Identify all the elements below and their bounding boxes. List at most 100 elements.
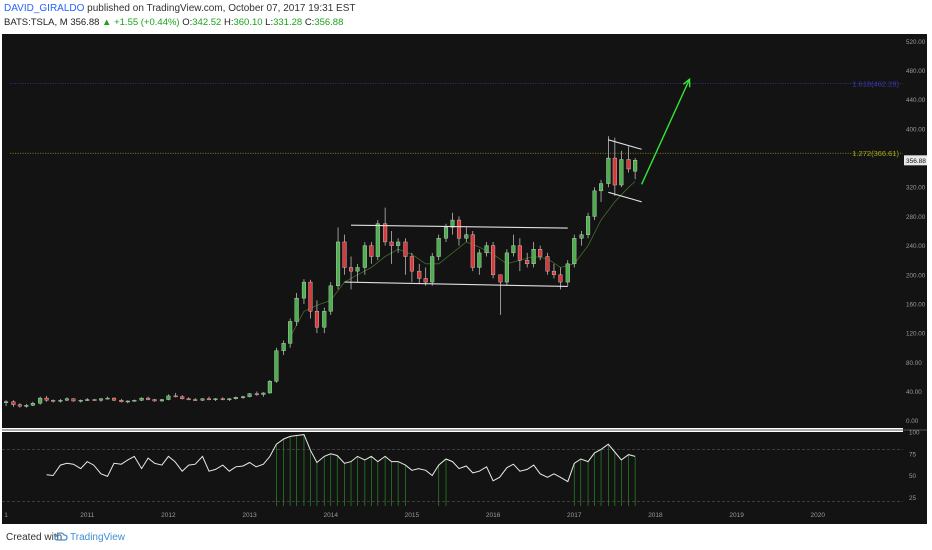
candle[interactable] <box>17 404 22 407</box>
candle[interactable] <box>44 397 49 401</box>
candle[interactable] <box>173 395 178 398</box>
candle[interactable] <box>241 396 246 398</box>
candle[interactable] <box>159 399 164 402</box>
candle[interactable] <box>98 398 104 401</box>
candle[interactable] <box>592 190 597 217</box>
candle[interactable] <box>288 321 293 344</box>
trendline-range-bottom[interactable] <box>344 281 568 288</box>
candle[interactable] <box>619 159 624 186</box>
candle[interactable] <box>477 252 482 268</box>
candle[interactable] <box>220 398 225 400</box>
symbol-name[interactable]: BATS:TSLA, M <box>4 17 68 28</box>
candle[interactable] <box>633 160 638 172</box>
candle[interactable] <box>132 400 137 402</box>
candle[interactable] <box>417 270 422 279</box>
candle[interactable] <box>139 397 144 401</box>
candle[interactable] <box>558 274 563 283</box>
candle[interactable] <box>436 238 441 257</box>
candle[interactable] <box>572 238 577 265</box>
candle[interactable] <box>531 249 536 265</box>
candle[interactable] <box>322 311 327 328</box>
candle[interactable] <box>152 399 157 402</box>
candle[interactable] <box>105 397 110 400</box>
candle[interactable] <box>375 223 380 257</box>
candle[interactable] <box>612 157 617 186</box>
candle[interactable] <box>606 157 611 184</box>
candle[interactable] <box>396 241 401 246</box>
candle[interactable] <box>430 256 435 283</box>
candle[interactable] <box>4 401 9 403</box>
candle[interactable] <box>301 281 306 299</box>
candle[interactable] <box>626 159 631 170</box>
candle[interactable] <box>11 401 16 405</box>
candle[interactable] <box>491 245 496 275</box>
candle[interactable] <box>227 398 232 400</box>
candle[interactable] <box>267 381 272 394</box>
time-axis[interactable] <box>2 506 927 524</box>
candle[interactable] <box>78 400 83 402</box>
candle[interactable] <box>538 249 543 257</box>
oscillator-line[interactable] <box>46 434 636 483</box>
candle[interactable] <box>180 396 185 399</box>
candle[interactable] <box>166 395 171 400</box>
candle[interactable] <box>511 245 516 254</box>
candle[interactable] <box>254 393 259 395</box>
candle[interactable] <box>328 285 333 312</box>
candle[interactable] <box>599 183 604 192</box>
candle[interactable] <box>64 398 69 401</box>
price-axis[interactable] <box>903 34 927 506</box>
candle[interactable] <box>579 234 584 239</box>
candle[interactable] <box>443 227 449 239</box>
candle[interactable] <box>551 270 556 275</box>
candle[interactable] <box>314 311 319 328</box>
candle[interactable] <box>51 400 56 402</box>
candle[interactable] <box>38 397 43 404</box>
candle[interactable] <box>274 350 279 382</box>
candle[interactable] <box>58 400 63 402</box>
candle[interactable] <box>186 398 191 400</box>
candle[interactable] <box>233 397 238 399</box>
candle[interactable] <box>71 398 76 402</box>
candle[interactable] <box>369 245 374 257</box>
candle[interactable] <box>470 234 475 268</box>
candle[interactable] <box>403 241 408 257</box>
candle[interactable] <box>85 399 90 401</box>
tradingview-brand[interactable]: TradingView <box>70 532 126 543</box>
candle[interactable] <box>146 397 151 400</box>
candle[interactable] <box>355 267 360 272</box>
candle[interactable] <box>450 219 455 228</box>
candle[interactable] <box>349 267 354 272</box>
trendline-flag-bottom[interactable] <box>608 191 642 203</box>
candle[interactable] <box>30 403 35 406</box>
author-link[interactable]: DAVID_GIRALDO <box>4 3 85 14</box>
candle[interactable] <box>193 399 198 401</box>
candle[interactable] <box>498 274 503 283</box>
candle[interactable] <box>308 281 313 312</box>
candle[interactable] <box>389 241 394 246</box>
candle[interactable] <box>525 260 530 265</box>
candle[interactable] <box>213 398 218 400</box>
candle[interactable] <box>206 398 212 400</box>
trendline-flag-top[interactable] <box>608 139 642 150</box>
candle[interactable] <box>336 241 341 286</box>
candle[interactable] <box>24 405 29 407</box>
candle[interactable] <box>484 245 489 254</box>
candle[interactable] <box>504 252 509 283</box>
candle[interactable] <box>409 256 414 272</box>
candle[interactable] <box>92 399 97 401</box>
candle[interactable] <box>247 393 252 397</box>
candle[interactable] <box>545 256 550 272</box>
candle[interactable] <box>586 216 591 235</box>
chart-area[interactable]: 520.00480.00440.00400.00360.00320.00280.… <box>0 32 932 526</box>
candle[interactable] <box>565 263 570 283</box>
candle[interactable] <box>125 400 130 403</box>
candle[interactable] <box>456 219 462 239</box>
trendline-range-top[interactable] <box>351 224 568 229</box>
candle[interactable] <box>294 297 299 322</box>
candle[interactable] <box>383 223 388 243</box>
projection-arrow[interactable] <box>640 78 691 185</box>
candle[interactable] <box>517 245 522 261</box>
candle[interactable] <box>423 278 428 283</box>
candle[interactable] <box>464 234 469 239</box>
candle[interactable] <box>261 392 266 395</box>
